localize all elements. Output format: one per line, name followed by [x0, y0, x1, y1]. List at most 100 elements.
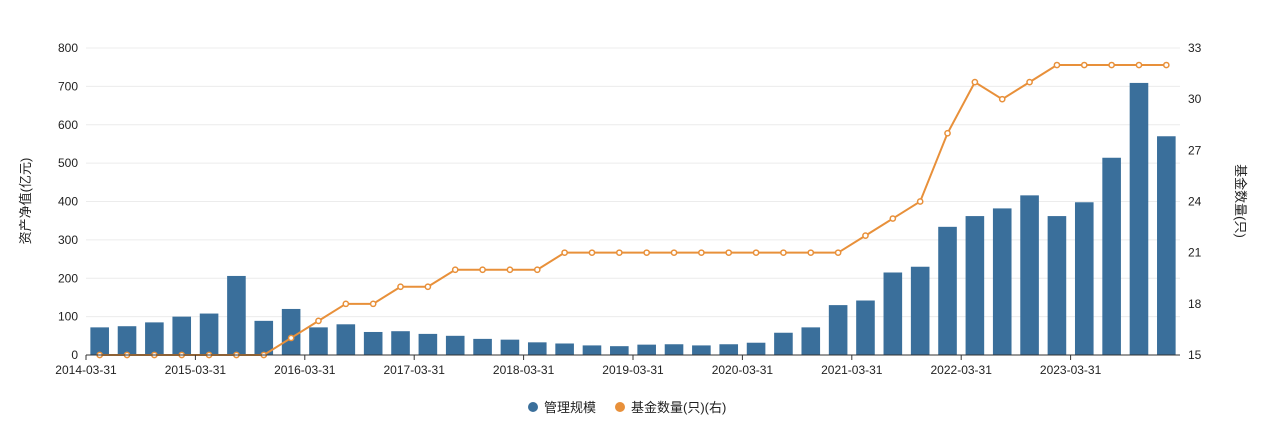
y-right-tick-label: 21: [1188, 246, 1202, 260]
bar-2015-12-31[interactable]: [281, 308, 301, 355]
bar-2018-12-31[interactable]: [610, 346, 629, 355]
bar-2016-12-31[interactable]: [391, 331, 410, 355]
line-point-2020-06-30[interactable]: [780, 249, 787, 257]
line-point-2019-06-30[interactable]: [670, 249, 678, 257]
line-point-2019-03-31[interactable]: [643, 249, 651, 257]
bar-2014-03-31[interactable]: [90, 327, 109, 355]
bar-2019-12-31[interactable]: [719, 344, 739, 355]
bar-2014-12-31[interactable]: [172, 316, 192, 355]
y-right-tick-label: 15: [1188, 348, 1202, 362]
bar-2023-06-30[interactable]: [1102, 157, 1121, 355]
bar-2018-09-30[interactable]: [582, 345, 602, 355]
legend: 管理规模 基金数量(只)(右): [528, 400, 726, 415]
axes: 0 100 200 300 400 500 600 700 800 15 18 21 24 27 30 33 2…: [55, 41, 1201, 377]
x-tick-label: 2023-03-31: [1040, 363, 1102, 377]
y-right-tick-label: 30: [1188, 92, 1202, 106]
bar-2023-03-31[interactable]: [1074, 202, 1094, 355]
y-left-tick-label: 300: [58, 233, 78, 247]
bar-2017-03-31[interactable]: [418, 333, 438, 355]
line-point-2015-12-31[interactable]: [287, 334, 295, 342]
bar-series-管理规模: [90, 82, 1176, 355]
bar-2015-03-31[interactable]: [199, 313, 219, 355]
bar-2023-12-31[interactable]: [1157, 136, 1176, 355]
bar-2017-12-31[interactable]: [500, 339, 520, 355]
legend-marker-基金数量: [615, 402, 625, 412]
line-point-2018-06-30[interactable]: [561, 249, 568, 257]
bar-2022-03-31[interactable]: [965, 216, 985, 355]
bar-2021-12-31[interactable]: [938, 226, 957, 355]
bar-2019-06-30[interactable]: [664, 344, 684, 355]
x-tick-label: 2019-03-31: [602, 363, 664, 377]
bar-2022-06-30[interactable]: [992, 208, 1012, 355]
bar-2020-09-30[interactable]: [801, 327, 821, 355]
line-point-2017-09-30[interactable]: [479, 266, 486, 274]
y-left-tick-label: 700: [58, 79, 78, 93]
line-point-2016-06-30[interactable]: [342, 300, 350, 308]
bar-2014-09-30[interactable]: [145, 322, 164, 355]
line-point-2023-12-31[interactable]: [1162, 61, 1170, 69]
line-point-2016-12-31[interactable]: [397, 283, 404, 291]
line-point-2022-09-30[interactable]: [1026, 78, 1033, 86]
line-point-2017-03-31[interactable]: [424, 283, 432, 291]
x-tick-label: 2014-03-31: [55, 363, 117, 377]
bar-2020-06-30[interactable]: [774, 332, 793, 355]
legend-item-管理规模[interactable]: 管理规模: [528, 400, 596, 415]
line-point-2023-09-30[interactable]: [1135, 61, 1143, 69]
bar-2018-03-31[interactable]: [527, 342, 547, 355]
bar-2018-06-30[interactable]: [555, 343, 574, 355]
bar-2014-06-30[interactable]: [117, 326, 137, 355]
line-point-2018-09-30[interactable]: [588, 249, 596, 257]
bar-2017-09-30[interactable]: [473, 338, 492, 355]
line-point-2020-12-31[interactable]: [834, 249, 842, 257]
y-left-axis-title: 资产净值(亿元): [18, 158, 33, 245]
bar-2015-09-30[interactable]: [254, 320, 274, 355]
bar-2021-03-31[interactable]: [856, 300, 875, 355]
legend-item-基金数量[interactable]: 基金数量(只)(右): [615, 400, 726, 415]
line-point-2022-03-31[interactable]: [971, 78, 979, 86]
y-left-tick-label: 500: [58, 156, 78, 170]
line-point-2016-09-30[interactable]: [369, 300, 377, 308]
line-point-2023-06-30[interactable]: [1108, 61, 1115, 69]
line-point-2020-03-31[interactable]: [752, 249, 760, 257]
bar-2016-06-30[interactable]: [336, 324, 356, 355]
bar-2020-12-31[interactable]: [828, 305, 848, 355]
x-tick-label: 2017-03-31: [384, 363, 446, 377]
line-point-2023-03-31[interactable]: [1080, 61, 1088, 69]
line-point-2017-12-31[interactable]: [506, 266, 514, 274]
line-point-2022-06-30[interactable]: [998, 95, 1006, 103]
line-point-2019-12-31[interactable]: [725, 249, 733, 257]
bar-2023-09-30[interactable]: [1129, 82, 1149, 355]
y-left-tick-label: 600: [58, 118, 78, 132]
line-point-2017-06-30[interactable]: [451, 266, 459, 274]
line-point-2021-12-31[interactable]: [944, 129, 951, 137]
line-point-2018-12-31[interactable]: [615, 249, 623, 257]
line-point-2016-03-31[interactable]: [315, 317, 322, 325]
bar-2019-03-31[interactable]: [637, 344, 656, 355]
line-point-2019-09-30[interactable]: [698, 249, 705, 257]
legend-label-管理规模: 管理规模: [544, 400, 596, 415]
x-tick-label: 2022-03-31: [931, 363, 993, 377]
bar-2022-09-30[interactable]: [1020, 195, 1039, 355]
line-point-2022-12-31[interactable]: [1053, 61, 1061, 69]
y-left-tick-label: 200: [58, 271, 78, 285]
y-left-tick-label: 800: [58, 41, 78, 55]
bar-2016-03-31[interactable]: [309, 327, 328, 355]
x-tick-label: 2018-03-31: [493, 363, 555, 377]
line-point-2021-06-30[interactable]: [889, 215, 897, 222]
bar-2015-06-30[interactable]: [227, 275, 246, 355]
line-point-2020-09-30[interactable]: [807, 249, 815, 257]
line-point-2021-09-30[interactable]: [916, 198, 924, 205]
bar-2019-09-30[interactable]: [692, 345, 711, 355]
bar-2016-09-30[interactable]: [363, 331, 383, 355]
y-left-tick-label: 100: [58, 310, 78, 324]
line-point-2021-03-31[interactable]: [862, 232, 869, 239]
bar-2020-03-31[interactable]: [746, 342, 766, 355]
line-point-2018-03-31[interactable]: [533, 266, 541, 274]
x-tick-label: 2021-03-31: [821, 363, 883, 377]
bar-2022-12-31[interactable]: [1047, 216, 1067, 355]
bar-2017-06-30[interactable]: [445, 335, 465, 355]
y-right-tick-label: 18: [1188, 297, 1202, 311]
bar-2021-06-30[interactable]: [883, 272, 903, 355]
bar-2021-09-30[interactable]: [910, 266, 930, 355]
